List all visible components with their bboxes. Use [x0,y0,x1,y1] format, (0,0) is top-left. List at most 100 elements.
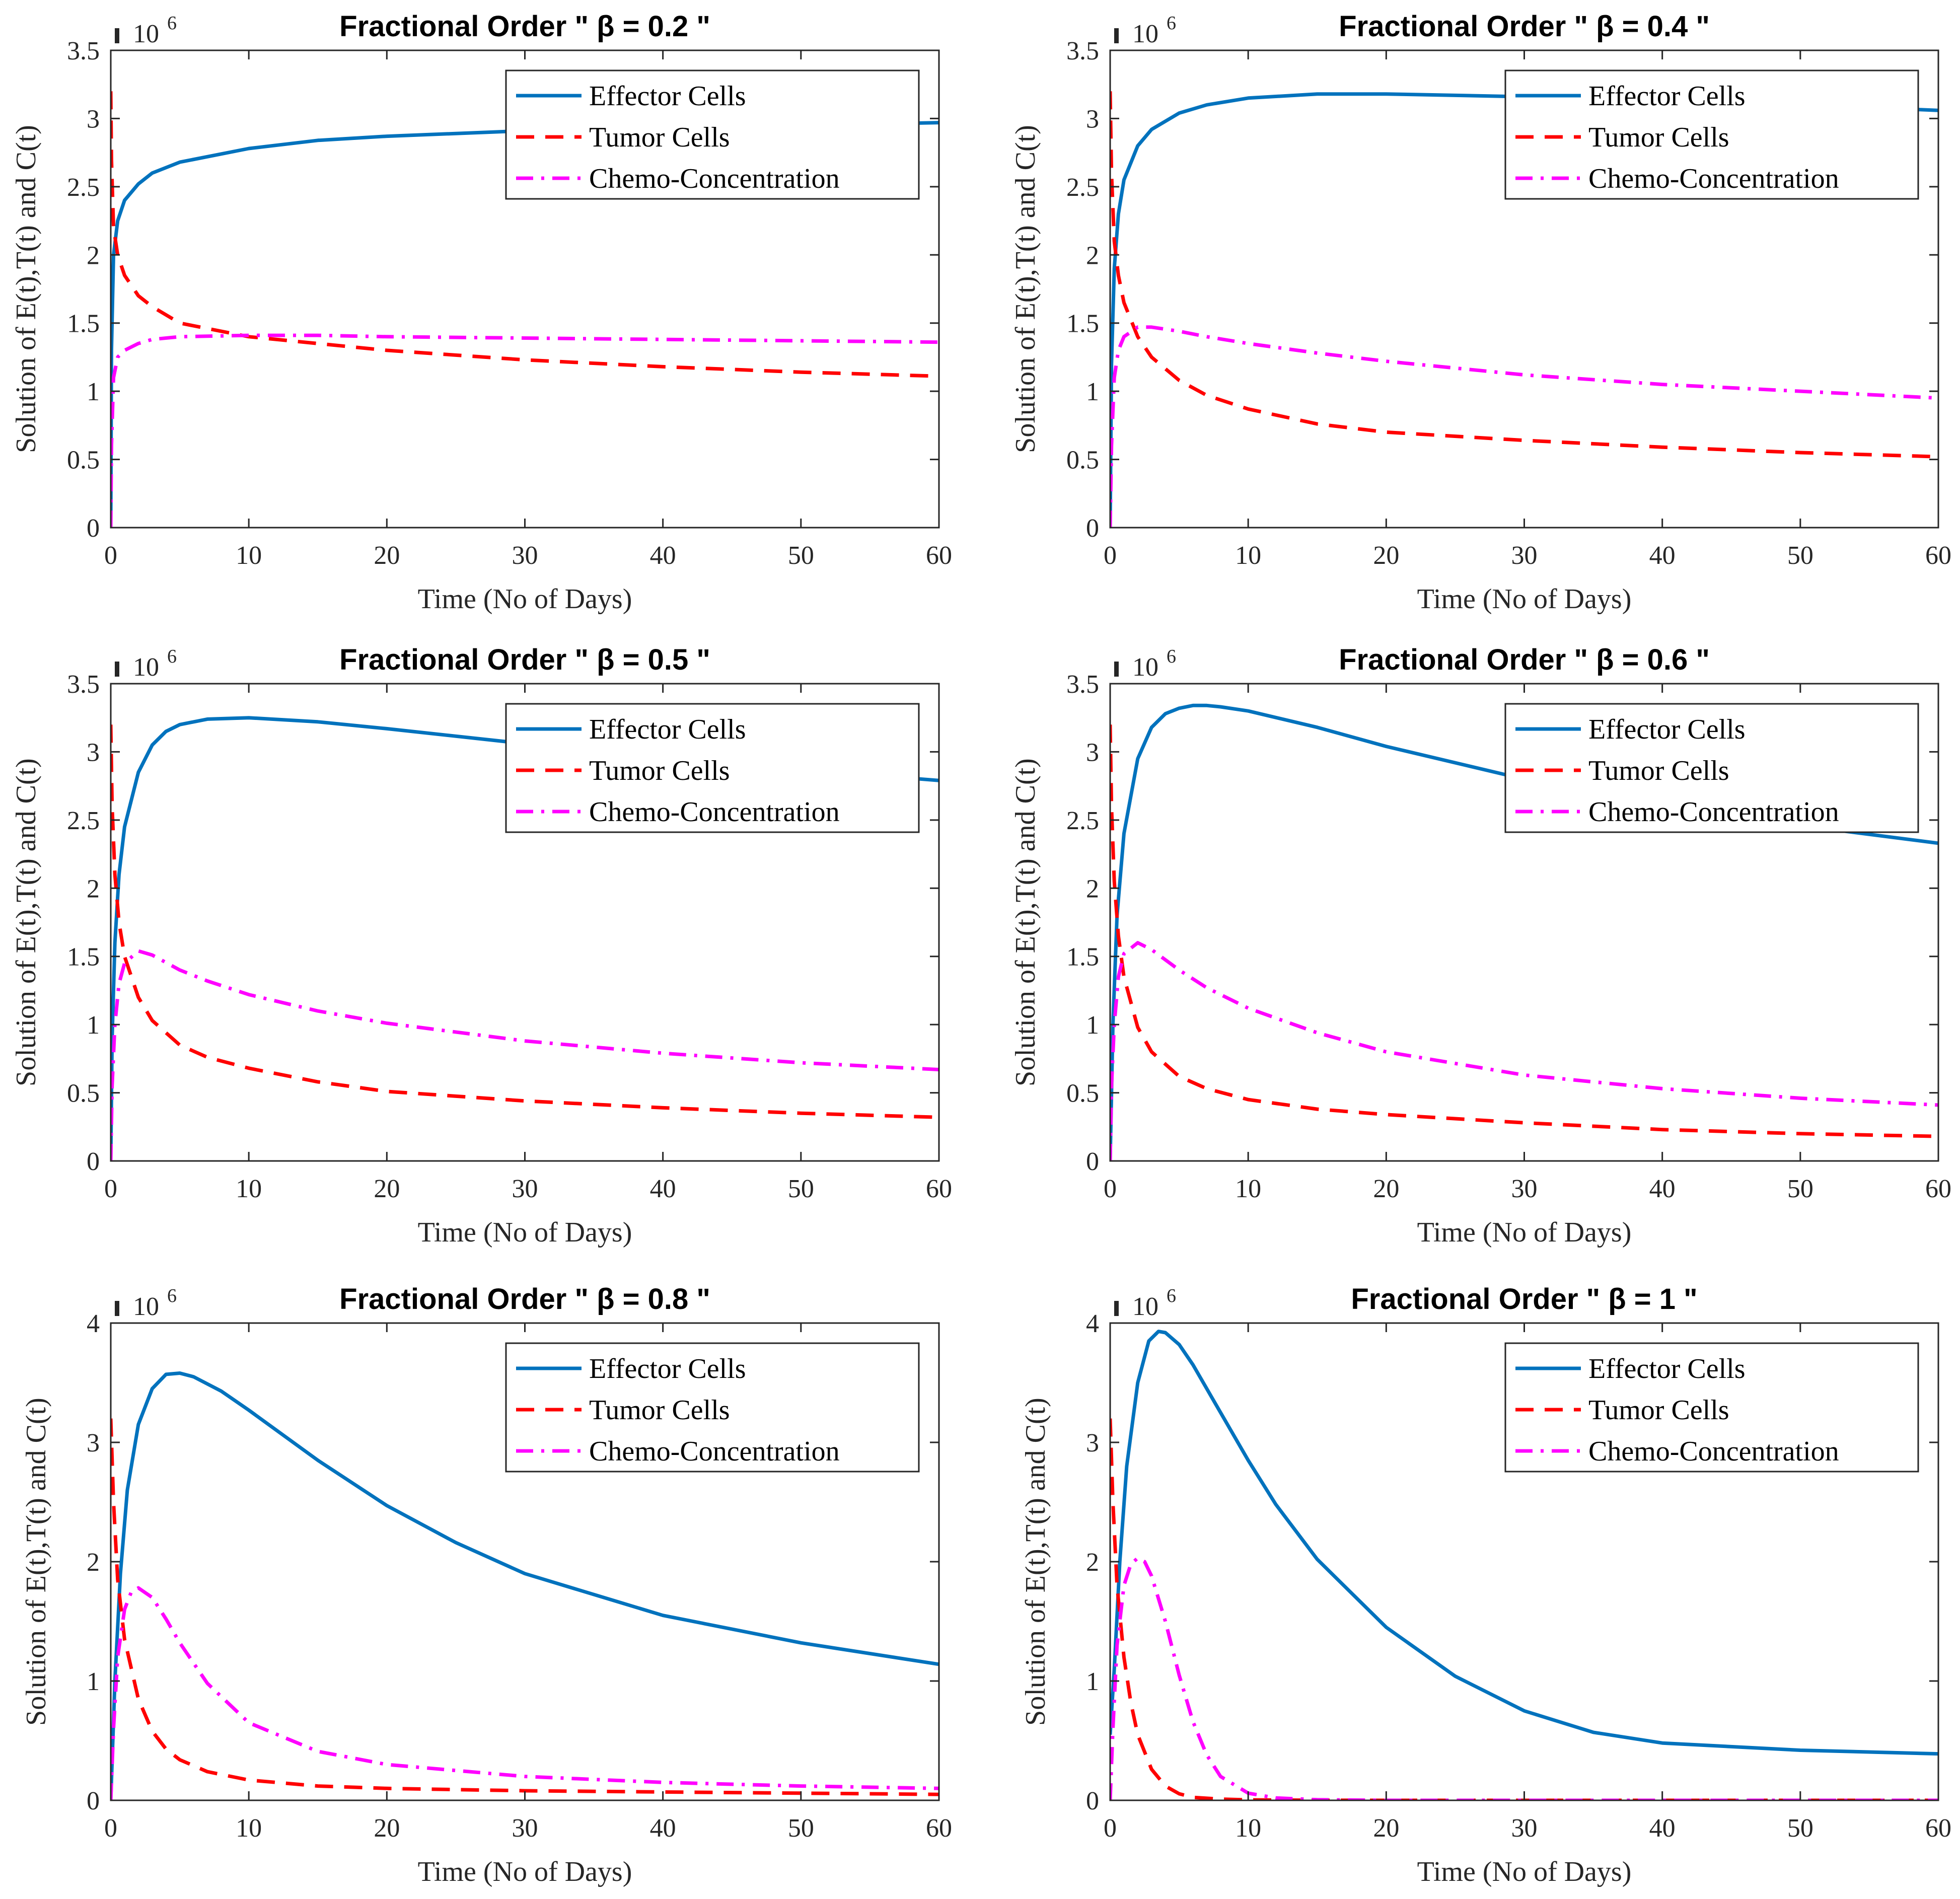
chart-title: Fractional Order " β = 0.5 " [339,643,710,676]
x-tick-label: 0 [104,1814,117,1843]
x-tick-label: 10 [236,1175,262,1203]
legend-label: Tumor Cells [1588,755,1729,786]
multiplier-sign [115,28,119,43]
multiplier-sign [1114,28,1119,43]
y-tick-label: 2.5 [1066,807,1099,835]
y-multiplier-base: 10 [1132,653,1158,682]
legend-label: Tumor Cells [1588,1395,1729,1426]
x-tick-label: 40 [650,1814,676,1843]
legend-label: Chemo-Concentration [589,1436,840,1467]
y-tick-label: 0.5 [67,1079,100,1108]
legend-label: Tumor Cells [589,1395,730,1426]
legend-label: Effector Cells [1588,1353,1746,1384]
x-tick-label: 40 [1649,541,1676,570]
legend-label: Tumor Cells [1588,122,1729,153]
series-line [111,333,939,528]
y-tick-label: 1 [87,1667,100,1696]
x-tick-label: 30 [512,541,538,570]
y-axis-label: Solution of E(t),T(t) and C(t) [11,125,42,453]
chart-panel: 0 10 20 30 40 50 60 0 0.5 1 1.5 2 2.5 3 3.5 10 6 Fraction… [1010,643,1951,1248]
x-tick-label: 40 [1649,1814,1676,1843]
x-tick-label: 30 [512,1175,538,1203]
multiplier-sign [1114,1301,1119,1316]
y-tick-label: 0 [1086,514,1099,543]
y-axis-label: Solution of E(t),T(t) and C(t) [1010,758,1041,1086]
y-tick-label: 3 [87,105,100,133]
y-tick-label: 3 [1086,105,1099,133]
chart-panel: 0 10 20 30 40 50 60 0 1 2 3 4 10 6 Fractional Order " … [1020,1283,1951,1887]
x-tick-label: 0 [104,1175,117,1203]
x-tick-label: 0 [1104,541,1117,570]
y-tick-label: 1 [1086,1667,1099,1696]
series-line [1110,325,1938,528]
x-axis-label: Time (No of Days) [1417,1856,1632,1887]
x-tick-label: 0 [1104,1814,1117,1843]
x-tick-label: 20 [374,1814,400,1843]
series-line [1110,1330,1938,1756]
series-line [111,949,939,1161]
y-tick-label: 4 [87,1309,100,1338]
chart-title: Fractional Order " β = 0.6 " [1339,643,1710,676]
y-tick-label: 1.5 [1066,943,1099,972]
y-tick-label: 0 [87,1787,100,1815]
chart-title: Fractional Order " β = 0.8 " [339,1283,710,1316]
y-multiplier-base: 10 [133,1292,159,1321]
y-tick-label: 0 [87,514,100,543]
y-tick-label: 3.5 [1066,670,1099,699]
legend-label: Effector Cells [589,81,746,112]
legend-box [1504,1342,1919,1473]
y-axis-label: Solution of E(t),T(t) and C(t) [11,758,42,1086]
x-tick-label: 50 [788,541,814,570]
x-tick-label: 40 [1649,1175,1676,1203]
x-tick-label: 50 [1787,541,1813,570]
legend-label: Effector Cells [589,714,746,745]
x-tick-label: 20 [1373,1175,1399,1203]
x-tick-label: 60 [926,1814,952,1843]
chart-title: Fractional Order " β = 0.2 " [339,10,710,43]
series-line [111,91,939,378]
x-tick-label: 30 [1511,541,1538,570]
x-tick-label: 10 [236,541,262,570]
y-tick-label: 0 [1086,1147,1099,1176]
y-tick-label: 0 [1086,1787,1099,1815]
y-multiplier-exponent: 6 [167,646,177,667]
y-tick-label: 0.5 [67,446,100,475]
y-tick-label: 3 [87,1429,100,1457]
y-multiplier-base: 10 [1132,20,1158,48]
x-axis-label: Time (No of Days) [1417,583,1632,615]
series-line [1110,941,1938,1161]
x-axis-label: Time (No of Days) [418,1856,632,1887]
legend-box [505,69,920,200]
y-tick-label: 3.5 [67,37,100,65]
y-axis-label: Solution of E(t),T(t) and C(t) [1020,1398,1051,1726]
y-multiplier-exponent: 6 [167,13,177,34]
legend-label: Chemo-Concentration [1588,163,1839,194]
x-tick-label: 60 [1925,1175,1951,1203]
y-tick-label: 1 [1086,1011,1099,1040]
y-tick-label: 3 [1086,738,1099,767]
legend-label: Tumor Cells [589,755,730,786]
y-tick-label: 3 [87,738,100,767]
legend-label: Effector Cells [589,1353,746,1384]
x-axis-label: Time (No of Days) [1417,1217,1632,1248]
y-tick-label: 1.5 [67,943,100,972]
chart-title: Fractional Order " β = 0.4 " [1339,10,1710,43]
y-tick-label: 1 [87,1011,100,1040]
multiplier-sign [115,1301,119,1316]
y-multiplier-exponent: 6 [1167,1285,1176,1306]
x-tick-label: 40 [650,1175,676,1203]
chart-title: Fractional Order " β = 1 " [1351,1283,1697,1316]
chart-panel: 0 10 20 30 40 50 60 0 1 2 3 4 10 6 Fractional Order " … [21,1283,952,1887]
x-tick-label: 60 [1925,541,1951,570]
y-tick-label: 4 [1086,1309,1099,1338]
x-tick-label: 30 [1511,1814,1538,1843]
y-tick-label: 0.5 [1066,446,1099,475]
x-tick-label: 10 [1235,1814,1261,1843]
x-tick-label: 40 [650,541,676,570]
x-tick-label: 10 [1235,541,1261,570]
legend-box [1504,703,1919,833]
legend-box [505,703,920,833]
y-tick-label: 3 [1086,1429,1099,1457]
y-axis-label: Solution of E(t),T(t) and C(t) [1010,125,1041,453]
chart-panel: 0 10 20 30 40 50 60 0 0.5 1 1.5 2 2.5 3 3.5 10 6 Fraction… [11,10,952,615]
